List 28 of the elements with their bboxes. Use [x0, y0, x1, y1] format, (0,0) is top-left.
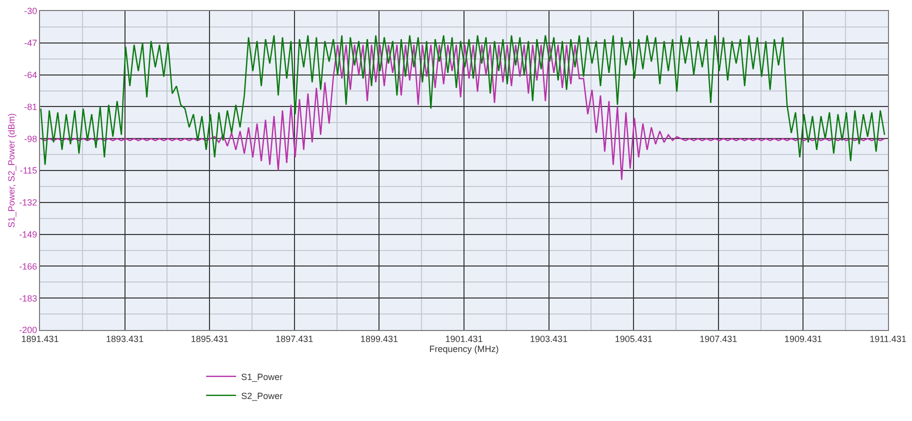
y-tick-label: -149 [19, 229, 38, 240]
y-tick-label: -47 [24, 38, 38, 48]
y-axis-title: S1_Power, S2_Power (dBm) [6, 113, 17, 228]
x-tick-label: 1893.431 [106, 334, 144, 344]
y-tick-label: -64 [24, 70, 38, 80]
y-tick-label: -132 [19, 198, 38, 208]
y-tick-label: -30 [24, 6, 38, 16]
line-series [40, 34, 886, 166]
y-tick-label: -200 [19, 325, 38, 336]
y-tick-label: -115 [20, 166, 38, 176]
legend-label: S2_Power [241, 390, 283, 401]
x-axis-title: Frequency (MHz) [429, 344, 499, 354]
x-tick-label: 1891.431 [21, 334, 59, 344]
y-tick-label: -183 [19, 293, 38, 304]
x-tick-label: 1901.431 [445, 334, 483, 344]
x-tick-label: 1911.431 [870, 334, 906, 344]
y-tick-label: -166 [19, 261, 38, 272]
x-tick-label: 1903.431 [530, 334, 568, 344]
y-tick-label: -98 [24, 134, 38, 144]
x-tick-label: 1909.431 [784, 334, 822, 344]
x-tick-label: 1905.431 [614, 334, 652, 344]
x-tick-label: 1907.431 [700, 334, 738, 344]
legend-label: S1_Power [241, 372, 283, 382]
x-tick-label: 1897.431 [276, 334, 314, 344]
line-series [40, 44, 886, 181]
y-tick-label: -81 [24, 102, 38, 112]
x-tick-label: 1899.431 [360, 334, 398, 344]
x-tick-label: 1895.431 [190, 334, 228, 344]
